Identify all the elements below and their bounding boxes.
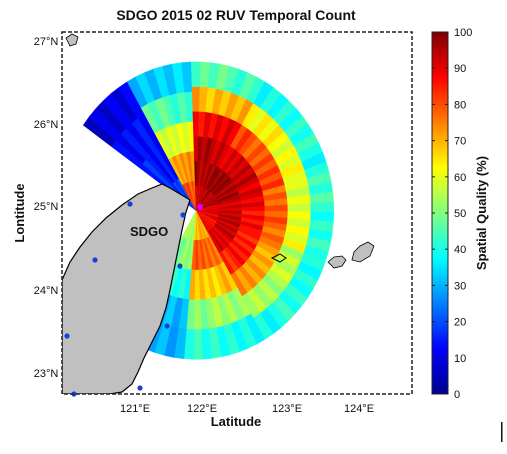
radar-coverage xyxy=(82,61,335,360)
colorbar-tick-label: 20 xyxy=(454,317,466,329)
coverage-cell xyxy=(193,329,203,360)
y-axis: 23°N 24°N 25°N 26°N 27°N Lontitude xyxy=(12,36,58,380)
y-tick-label: 25°N xyxy=(34,201,59,213)
east-island-1 xyxy=(327,255,347,269)
coverage-cell xyxy=(310,201,335,213)
sdgo-station-dot xyxy=(196,203,204,211)
coastal-station-dot xyxy=(64,333,70,339)
northwest-island xyxy=(65,33,79,47)
coverage-cell xyxy=(190,61,202,87)
coverage-cell xyxy=(287,203,312,213)
colorbar-label: Spatial Quality (%) xyxy=(474,156,489,270)
colorbar-tick-label: 70 xyxy=(454,136,466,148)
y-axis-label: Lontitude xyxy=(12,183,27,242)
coastal-station-dot xyxy=(127,201,133,207)
x-tick-label: 123°E xyxy=(272,403,302,415)
colorbar-tick-label: 10 xyxy=(454,353,466,365)
station-label: SDGO xyxy=(130,224,168,239)
coastal-station-dot xyxy=(92,257,98,263)
coastal-station-dot xyxy=(164,323,170,329)
x-tick-label: 124°E xyxy=(344,403,374,415)
colorbar-tick-label: 30 xyxy=(454,280,466,292)
corner-bar xyxy=(501,422,503,442)
land-layer xyxy=(62,33,375,394)
east-island-2 xyxy=(351,241,375,263)
x-axis: 121°E 122°E 123°E 124°E Latitude xyxy=(120,403,374,429)
colorbar-tick-label: 40 xyxy=(454,244,466,256)
x-tick-label: 122°E xyxy=(187,403,217,415)
colorbar: 0 10 20 30 40 50 60 70 80 90 100 Spatial Quality (… xyxy=(431,27,489,401)
colorbar-tick-label: 100 xyxy=(454,27,472,39)
colorbar-tick-label: 0 xyxy=(454,389,460,401)
colorbar-tick-label: 50 xyxy=(454,208,466,220)
plot-frame xyxy=(61,31,413,395)
colorbar-tick-label: 60 xyxy=(454,172,466,184)
offshore-contour xyxy=(270,253,287,263)
chart-title: SDGO 2015 02 RUV Temporal Count xyxy=(116,7,356,23)
coastal-station-dot xyxy=(137,385,143,391)
corner-marker xyxy=(501,422,503,442)
y-tick-label: 27°N xyxy=(34,36,59,48)
map-plot-area: SDGO xyxy=(61,31,413,397)
x-tick-label: 121°E xyxy=(120,403,150,415)
y-tick-label: 26°N xyxy=(34,119,59,131)
coverage-cell xyxy=(192,111,200,137)
x-axis-label: Latitude xyxy=(211,414,262,429)
coastal-station-dot xyxy=(177,263,183,269)
y-tick-label: 23°N xyxy=(34,368,59,380)
colorbar-tick-label: 80 xyxy=(454,99,466,111)
y-tick-label: 24°N xyxy=(34,285,59,297)
colorbar-ticks: 0 10 20 30 40 50 60 70 80 90 100 xyxy=(432,27,472,401)
coverage-cell xyxy=(193,299,202,330)
coverage-cell xyxy=(191,86,201,112)
coastal-station-dot xyxy=(180,212,186,218)
colorbar-tick-label: 90 xyxy=(454,63,466,75)
taiwan-landmass xyxy=(62,183,191,394)
